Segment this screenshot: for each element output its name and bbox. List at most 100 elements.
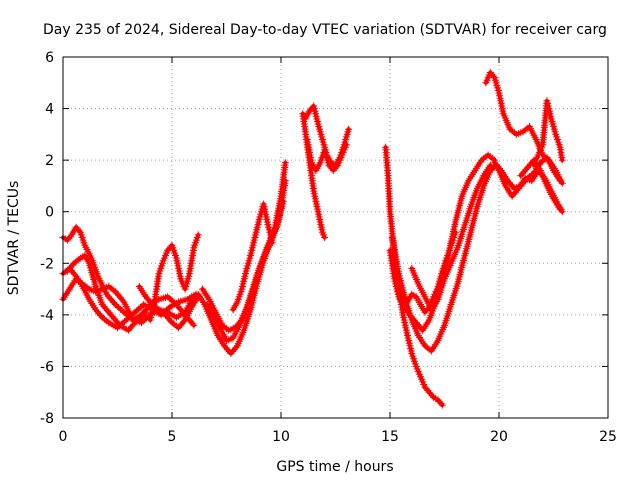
x-tick-label: 10: [272, 429, 290, 445]
data-point: [66, 233, 74, 241]
data-point: [486, 161, 494, 169]
data-point: [345, 125, 353, 133]
x-tick-label: 25: [599, 429, 617, 445]
data-point: [342, 141, 350, 149]
series-track-17: [393, 151, 499, 334]
data-point: [162, 306, 170, 314]
data-point: [425, 388, 433, 396]
series-track-7: [194, 197, 287, 357]
data-point: [438, 401, 446, 409]
data-point: [558, 156, 566, 164]
series-track-13: [303, 136, 350, 174]
grid-lines: [63, 57, 608, 418]
y-tick-label: -6: [40, 359, 54, 375]
data-point: [424, 387, 432, 394]
data-point: [489, 72, 497, 80]
data-point: [136, 304, 144, 312]
data-point: [122, 316, 130, 324]
data-point: [134, 305, 142, 313]
data-point: [138, 311, 146, 319]
y-tick-label: -8: [40, 411, 54, 427]
data-point: [122, 310, 130, 318]
series-track-23: [517, 156, 564, 213]
y-tick-label: 2: [45, 153, 54, 169]
data-point: [486, 69, 494, 76]
data-point: [281, 159, 289, 167]
data-point: [268, 239, 276, 247]
data-point: [329, 167, 337, 174]
series-track-18: [408, 161, 494, 314]
series-track-10: [229, 200, 276, 314]
y-axis-label: SDTVAR / TECUs: [6, 181, 22, 296]
data-point: [131, 308, 139, 316]
data-point: [332, 163, 340, 171]
data-point: [133, 307, 141, 315]
axis-ticks: 0 5 10 15 20 25 -8 -6 -4 -2 0 2 4 6: [40, 50, 617, 445]
data-point: [190, 321, 198, 329]
y-tick-label: 0: [45, 205, 54, 221]
data-point: [167, 296, 175, 304]
data-point: [421, 383, 429, 391]
data-point: [63, 236, 71, 244]
data-point: [281, 177, 289, 185]
data-point: [488, 70, 496, 78]
data-point: [556, 205, 564, 213]
x-tick-label: 20: [490, 429, 508, 445]
data-point: [164, 305, 172, 313]
data-point: [171, 299, 179, 307]
data-point: [129, 310, 137, 318]
data-point: [164, 293, 172, 301]
data-point: [556, 177, 564, 185]
data-point: [137, 313, 145, 321]
data-point: [422, 385, 430, 393]
data-point: [194, 231, 202, 239]
data-series: [59, 69, 566, 409]
data-point: [65, 234, 73, 242]
data-point: [422, 307, 430, 315]
data-point: [75, 227, 83, 235]
series-track-2: [59, 264, 200, 332]
data-point: [427, 390, 435, 398]
y-tick-label: -2: [40, 256, 54, 272]
x-tick-label: 15: [381, 429, 399, 445]
data-point: [74, 225, 81, 233]
data-point: [138, 319, 145, 327]
data-point: [307, 105, 315, 113]
data-point: [125, 313, 133, 321]
series-track-14: [382, 143, 446, 409]
data-point: [421, 308, 429, 316]
data-point: [121, 318, 128, 326]
data-point: [139, 317, 147, 325]
data-point: [133, 316, 141, 324]
y-tick-label: 6: [45, 50, 54, 66]
data-point: [113, 302, 121, 310]
series-track-6: [135, 283, 202, 332]
chart-title: Day 235 of 2024, Sidereal Day-to-day VTE…: [43, 22, 607, 38]
x-tick-label: 0: [59, 429, 68, 445]
data-point: [118, 307, 126, 315]
series-track-11: [299, 110, 329, 241]
data-point: [169, 297, 177, 305]
plot-frame: [62, 56, 609, 419]
data-point: [437, 399, 445, 407]
data-point: [135, 315, 143, 322]
data-point: [72, 223, 80, 231]
data-point: [140, 310, 148, 318]
data-point: [428, 392, 436, 400]
data-point: [164, 246, 172, 254]
data-point: [115, 304, 123, 312]
data-point: [111, 301, 119, 308]
data-point: [435, 398, 443, 406]
data-point: [331, 165, 339, 173]
x-tick-label: 5: [168, 429, 177, 445]
x-axis-label: GPS time / hours: [276, 459, 393, 475]
series-track-4: [63, 252, 150, 334]
series-track-5: [146, 231, 202, 324]
data-point: [165, 245, 173, 253]
data-point: [165, 294, 173, 302]
y-tick-label: 4: [45, 102, 54, 118]
data-point: [120, 308, 128, 316]
y-tick-label: -4: [40, 308, 54, 324]
data-point: [142, 308, 150, 316]
